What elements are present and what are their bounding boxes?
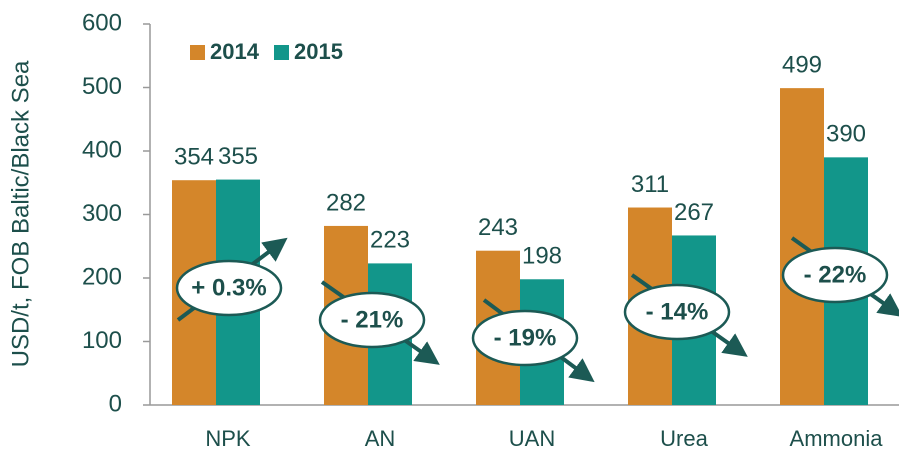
annotation-bubble xyxy=(781,246,889,304)
data-label: 267 xyxy=(674,199,714,226)
annotation: - 21% xyxy=(341,306,404,333)
x-tick-label: UAN xyxy=(509,426,555,451)
data-label: 282 xyxy=(326,189,366,216)
annotation: + 0.3% xyxy=(191,274,266,301)
y-tick-label: 200 xyxy=(82,263,122,290)
data-label: 390 xyxy=(826,121,866,148)
legend-label: 2014 xyxy=(210,39,260,64)
x-tick-label: NPK xyxy=(205,426,251,451)
y-tick-label: 500 xyxy=(82,73,122,100)
x-tick-label: Urea xyxy=(660,426,708,451)
y-tick-label: 400 xyxy=(82,136,122,163)
annotation-bubble xyxy=(471,309,579,367)
y-tick-label: 100 xyxy=(82,327,122,354)
data-label: 243 xyxy=(478,214,518,241)
annotation-bubble xyxy=(318,291,426,349)
data-label: 311 xyxy=(631,171,669,198)
legend-swatch xyxy=(190,45,205,60)
y-tick-label: 0 xyxy=(109,390,122,417)
x-tick-label: Ammonia xyxy=(790,426,884,451)
data-label: 198 xyxy=(522,243,562,270)
annotation: - 19% xyxy=(494,324,557,351)
y-tick-label: 300 xyxy=(82,200,122,227)
annotation: - 22% xyxy=(804,261,867,288)
annotation-bubble xyxy=(623,283,731,341)
y-axis-label: USD/t, FOB Baltic/Black Sea xyxy=(7,60,34,367)
data-label: 355 xyxy=(218,143,258,170)
annotation: - 14% xyxy=(646,298,709,325)
annotation-bubble xyxy=(175,259,283,317)
x-tick-label: AN xyxy=(365,426,396,451)
y-tick-label: 600 xyxy=(82,9,122,36)
data-label: 499 xyxy=(782,51,822,78)
legend-swatch xyxy=(274,45,289,60)
legend-label: 2015 xyxy=(294,39,343,64)
data-label: 354 xyxy=(174,144,214,171)
data-label: 223 xyxy=(370,227,410,254)
